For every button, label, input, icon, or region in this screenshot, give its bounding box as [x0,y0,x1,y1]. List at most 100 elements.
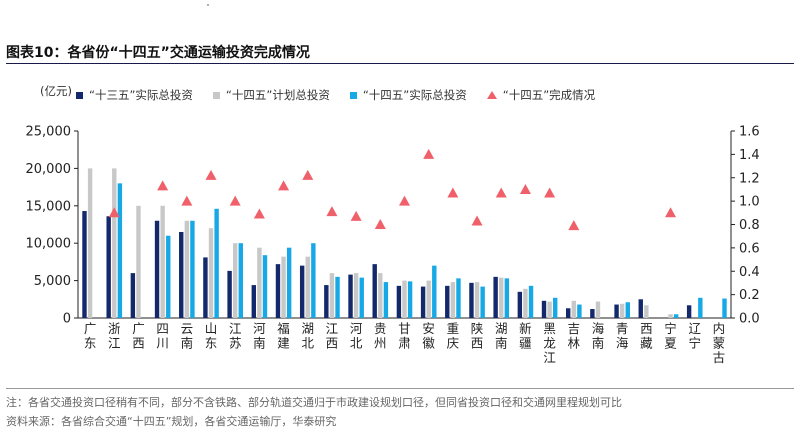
point-s4-12 [374,219,386,229]
legend-swatch-s3 [349,91,357,99]
bar-s2-2 [136,205,141,318]
point-s4-14 [423,148,435,159]
bar-s2-0 [87,168,93,318]
bar-s1-7 [251,285,256,318]
bar-s1-1 [106,216,111,318]
x-tick-label: 吉林 [568,321,581,351]
x-tick-label: 青海 [616,321,629,351]
right-tick-label: 0.0 [739,312,760,327]
x-tick-label: 重庆 [447,321,460,351]
bar-s3-9 [311,243,316,318]
point-s4-13 [399,195,410,206]
bar-s1-2 [130,273,136,318]
legend-label-s3: “十四五”实际总投资 [362,88,467,102]
x-tick-label: 贵州 [374,321,387,351]
bar-s1-6 [227,270,232,318]
right-tick-label: 0.4 [739,265,760,280]
bar-s3-3 [166,235,171,318]
x-tick-label: 海南 [592,321,605,351]
bar-s2-6 [233,243,238,318]
bar-s3-4 [190,220,195,318]
bar-s3-12 [383,282,389,318]
bar-s3-19 [553,297,558,318]
x-tick-label: 四川 [156,321,169,351]
bar-s1-19 [541,300,547,318]
point-s4-8 [278,180,290,191]
x-tick-label: 湖北 [302,321,315,351]
legend-swatch-s2 [212,91,220,99]
right-tick-label: 1.6 [739,125,760,140]
bar-s2-13 [402,280,407,318]
point-s4-10 [326,206,338,217]
x-tick-label: 新疆 [519,321,532,351]
x-tick-label: 山东 [205,321,218,351]
bar-s2-1 [112,168,117,318]
bar-s1-11 [348,274,353,318]
bar-s1-23 [638,299,643,318]
point-s4-15 [447,187,459,198]
x-tick-label: 江西 [326,321,339,351]
bar-s3-17 [504,278,510,318]
bar-s3-10 [335,276,340,318]
bar-s1-21 [590,309,595,318]
bar-s2-24 [668,314,673,318]
bar-s2-19 [547,301,552,318]
bar-s2-20 [571,300,576,318]
bar-s1-4 [179,231,184,318]
footnote: 注：各省交通投资口径稍有不同，部分不含铁路、部分轨道交通归于市政建设规划口径，但… [6,396,622,409]
left-tick-label: 20,000 [26,162,72,177]
source-note: 资料来源：各省综合交通“十四五”规划，各省交通运输厅，华泰研究 [6,415,337,428]
x-tick-label: 西藏 [640,321,653,351]
right-tick-label: 0.8 [739,218,760,233]
bar-s3-22 [625,302,630,318]
left-axis-unit: (亿元) [40,84,72,98]
bar-s2-15 [450,282,456,318]
bar-s2-4 [184,220,190,318]
bar-s3-6 [238,243,243,318]
x-tick-label: 陕西 [471,321,484,351]
bar-s1-14 [420,286,426,318]
title-underline [6,63,794,64]
bar-s1-20 [566,308,571,318]
bar-s2-3 [160,205,165,318]
point-s4-9 [302,169,314,180]
bar-s3-5 [214,208,219,318]
bar-s2-16 [474,282,480,318]
point-s4-3 [157,180,169,191]
x-tick-label: 广东 [84,321,97,351]
point-s4-11 [350,210,362,221]
bar-s3-14 [432,265,437,318]
right-tick-label: 0.6 [739,241,760,256]
legend-label-s2: “十四五”计划总投资 [225,88,330,102]
bar-s2-11 [353,273,359,318]
bar-s2-5 [208,228,214,318]
bar-s3-8 [286,247,292,318]
x-tick-label: 辽宁 [688,321,701,351]
legend-label-s1: “十三五”实际总投资 [89,88,193,102]
x-tick-label: 黑龙江 [543,321,556,365]
left-tick-label: 0 [63,312,71,327]
left-tick-label: 25,000 [26,125,72,140]
bar-s1-8 [275,264,281,318]
bar-s1-12 [372,264,377,318]
x-tick-label: 河北 [350,321,363,351]
point-s4-18 [519,183,531,194]
point-s4-17 [495,187,507,198]
bar-s1-0 [82,211,87,318]
legend-swatch-s1 [76,91,83,99]
legend-label-s4: “十四五”完成情况 [502,88,596,102]
point-s4-20 [568,220,580,231]
x-tick-label: 河南 [253,321,266,351]
bar-s3-26 [722,298,727,318]
bar-s2-23 [644,305,649,318]
bar-s3-16 [480,286,485,318]
x-tick-label: 宁夏 [664,321,677,351]
x-tick-label: 云南 [181,321,194,351]
legend-item-s1: “十三五”实际总投资 [76,87,193,103]
legend-item-s3: “十四五”实际总投资 [349,87,467,103]
point-s4-16 [471,215,483,226]
x-tick-label: 安徽 [422,321,435,351]
bar-s3-1 [117,183,123,318]
bar-s3-15 [456,278,461,318]
